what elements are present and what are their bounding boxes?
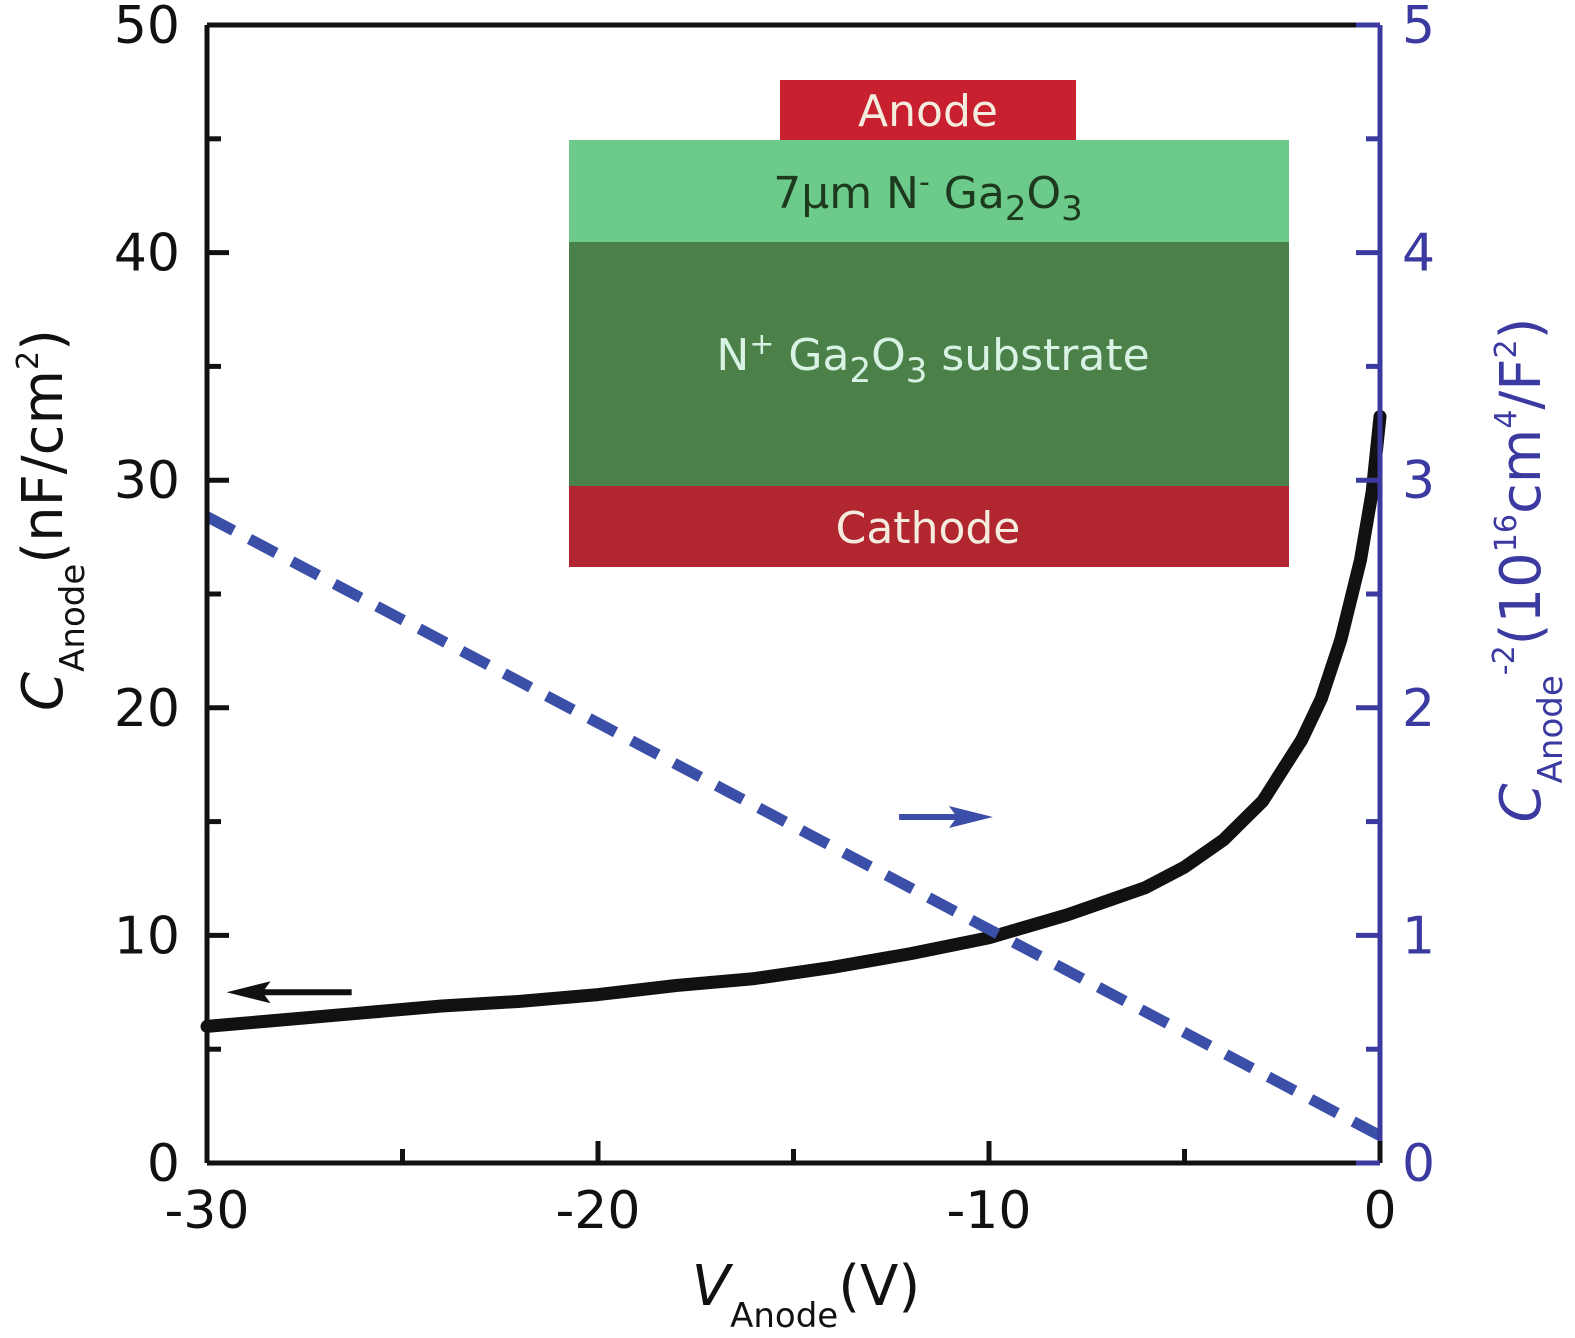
y-left-tick-label: 30 xyxy=(114,451,180,511)
inverse-square-capacitance-line xyxy=(204,511,1383,1141)
y-left-tick-label: 10 xyxy=(114,906,180,966)
inset-label-anode: Anode xyxy=(858,86,998,137)
inset-label-cathode: Cathode xyxy=(836,503,1021,554)
y-right-tick-label: 3 xyxy=(1402,451,1435,511)
y-left-axis-title: CAnode(nF/cm2) xyxy=(11,329,93,711)
x-tick-label: -20 xyxy=(556,1181,641,1241)
y-right-tick-label: 1 xyxy=(1402,906,1435,966)
y-left-tick-label: 20 xyxy=(114,679,180,739)
inset-layer-anode xyxy=(780,80,1076,140)
y-left-tick-label: 50 xyxy=(114,0,180,56)
y-right-tick-label: 5 xyxy=(1402,0,1435,56)
y-right-tick-label: 2 xyxy=(1402,679,1435,739)
inset-device-stack: Anode 7µm N- Ga2O3 N+ Ga2O3 substrate Ca… xyxy=(569,80,1289,567)
y-left-tick-label: 40 xyxy=(114,224,180,284)
arrow-right-head xyxy=(948,806,993,829)
x-tick-label: 0 xyxy=(1363,1181,1396,1241)
series-layer xyxy=(200,410,1387,1141)
x-tick-label: -30 xyxy=(165,1181,250,1241)
x-axis-title: VAnode(V) xyxy=(692,1254,920,1336)
capacitance-curve xyxy=(200,410,1387,1033)
y-right-tick-label: 0 xyxy=(1402,1134,1435,1194)
tick-layer xyxy=(204,22,1383,1166)
inset-layer-drift xyxy=(569,140,1289,242)
annotation-layer xyxy=(226,806,993,1004)
arrow-left-head xyxy=(226,981,271,1004)
x-tick-label: -10 xyxy=(947,1181,1032,1241)
y-right-axis-title: CAnode-2(1016cm4/F2) xyxy=(1487,318,1571,823)
inset-layer-substrate xyxy=(569,242,1289,486)
inset-label-substrate: N+ Ga2O3 substrate xyxy=(716,327,1149,391)
y-left-tick-label: 0 xyxy=(147,1134,180,1194)
inset-label-drift: 7µm N- Ga2O3 xyxy=(773,165,1083,229)
y-right-tick-label: 4 xyxy=(1402,224,1435,284)
inset-layer-cathode xyxy=(569,486,1289,567)
